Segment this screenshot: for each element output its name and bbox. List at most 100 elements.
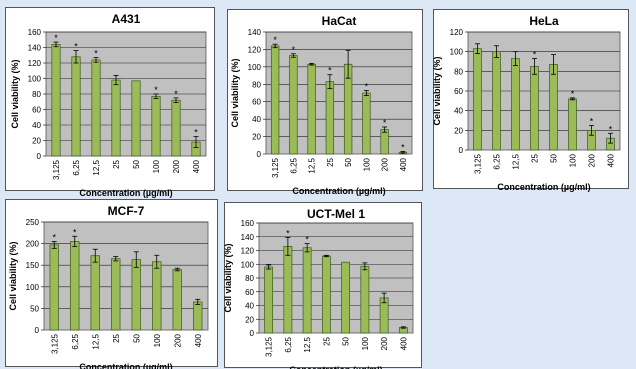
x-axis-label: Concentration (µg/ml) [79, 362, 172, 369]
chart-hacat: HaCat 0 20 40 60 80 100 120 140 Cell viability (%… [230, 14, 413, 196]
y-tick-label: 0 [37, 152, 42, 161]
chart-panel-mcf7: MCF-7 0 50 100 150 200 250 Cell viability (%) * 3… [5, 199, 218, 369]
x-tick-label: 25 [322, 336, 331, 345]
y-tick-label: 120 [28, 59, 42, 68]
y-tick-label: 140 [248, 28, 262, 37]
significance-marker: * [73, 227, 77, 237]
bar [70, 241, 80, 331]
y-tick-label: 100 [241, 260, 255, 269]
x-tick-label: 12,5 [303, 336, 312, 352]
y-tick-label: 140 [241, 233, 255, 242]
bar [289, 55, 298, 155]
y-tick-label: 100 [248, 63, 262, 72]
x-axis-label: Concentration (µg/ml) [289, 365, 382, 369]
y-axis-label: Cell viability (%) [230, 58, 240, 127]
x-tick-label: 3,125 [474, 153, 483, 174]
bar [341, 261, 351, 334]
x-tick-label: 12,5 [308, 157, 317, 173]
x-axis-label: Concentration (µg/ml) [292, 186, 385, 196]
x-tick-label: 400 [399, 157, 408, 171]
chart-title: HeLa [529, 14, 559, 28]
x-tick-label: 50 [550, 153, 559, 162]
chart-panel-hela: HeLa 0 20 40 60 80 100 120 Cell viability (%) 3,1… [432, 9, 629, 192]
significance-marker: * [52, 232, 56, 242]
bar [302, 247, 312, 334]
y-axis-label: Cell viability (%) [432, 56, 442, 125]
bar [131, 80, 141, 157]
significance-marker: * [292, 45, 296, 55]
chart-uct-mel-1: UCT-Mel 1 0 20 40 60 80 100 120 140 160 Cell viabi… [223, 207, 414, 369]
significance-marker: * [194, 128, 198, 138]
significance-marker: * [533, 50, 537, 60]
x-tick-label: 400 [194, 333, 203, 347]
y-tick-label: 120 [450, 28, 464, 37]
x-tick-label: 3,125 [52, 159, 61, 180]
x-tick-label: 400 [399, 336, 408, 350]
significance-marker: * [383, 118, 387, 128]
plot-area [43, 221, 209, 331]
y-tick-label: 160 [28, 28, 42, 37]
bar [90, 255, 100, 331]
x-tick-label: 25 [112, 333, 121, 342]
x-tick-label: 25 [531, 153, 540, 162]
x-tick-label: 3,125 [50, 333, 59, 354]
x-tick-label: 50 [132, 333, 141, 342]
x-tick-label: 200 [588, 153, 597, 167]
y-tick-label: 60 [252, 98, 261, 107]
significance-marker: * [154, 85, 158, 95]
x-tick-label: 6,25 [71, 333, 80, 349]
y-tick-label: 60 [32, 106, 41, 115]
y-tick-label: 80 [32, 90, 41, 99]
x-tick-label: 400 [607, 153, 616, 167]
x-tick-label: 200 [173, 333, 182, 347]
bar [151, 95, 161, 157]
chart-panel-uct-mel-1: UCT-Mel 1 0 20 40 60 80 100 120 140 160 Cell viabi… [223, 202, 422, 369]
bar [131, 259, 141, 331]
bar [111, 258, 121, 331]
y-tick-label: 40 [32, 121, 41, 130]
bar [71, 56, 81, 157]
bar [549, 64, 558, 151]
y-tick-label: 20 [245, 315, 254, 324]
bar [283, 246, 293, 334]
bar [270, 45, 280, 155]
y-tick-label: 100 [26, 283, 40, 292]
x-tick-label: 100 [569, 153, 578, 167]
y-tick-label: 80 [454, 67, 463, 76]
x-tick-label: 50 [344, 157, 353, 166]
y-axis-label: Cell viability (%) [223, 243, 233, 312]
chart-title: UCT-Mel 1 [307, 207, 365, 221]
y-tick-label: 0 [459, 146, 464, 155]
y-tick-label: 0 [257, 150, 262, 159]
bar [568, 98, 577, 151]
y-tick-label: 200 [26, 240, 40, 249]
bar [49, 244, 59, 331]
chart-a431: A431 0 20 40 60 80 100 120 140 160 Cell viability … [10, 12, 207, 198]
bar [172, 269, 182, 331]
bar [530, 66, 539, 151]
y-tick-label: 60 [245, 288, 254, 297]
bar [511, 58, 520, 151]
x-tick-label: 50 [132, 159, 141, 168]
bar [379, 297, 389, 334]
y-tick-label: 140 [28, 44, 42, 53]
bar [380, 129, 389, 155]
x-tick-label: 200 [381, 157, 390, 171]
y-tick-label: 150 [26, 261, 40, 270]
x-tick-label: 3,125 [271, 157, 280, 178]
x-tick-label: 50 [342, 336, 351, 345]
chart-panel-hacat: HaCat 0 20 40 60 80 100 120 140 Cell viability (%… [227, 9, 423, 196]
bar [111, 79, 121, 157]
chart-title: MCF-7 [108, 204, 145, 218]
significance-marker: * [286, 228, 290, 238]
x-tick-label: 12,5 [512, 153, 521, 169]
x-tick-label: 100 [152, 159, 161, 173]
y-tick-label: 40 [454, 107, 463, 116]
y-tick-label: 120 [248, 45, 262, 54]
x-tick-label: 100 [361, 336, 370, 350]
x-tick-label: 6,25 [284, 336, 293, 352]
bar [321, 255, 331, 334]
significance-marker: * [305, 235, 309, 245]
chart-panel-a431: A431 0 20 40 60 80 100 120 140 160 Cell viability … [5, 7, 215, 198]
y-tick-label: 120 [241, 247, 255, 256]
